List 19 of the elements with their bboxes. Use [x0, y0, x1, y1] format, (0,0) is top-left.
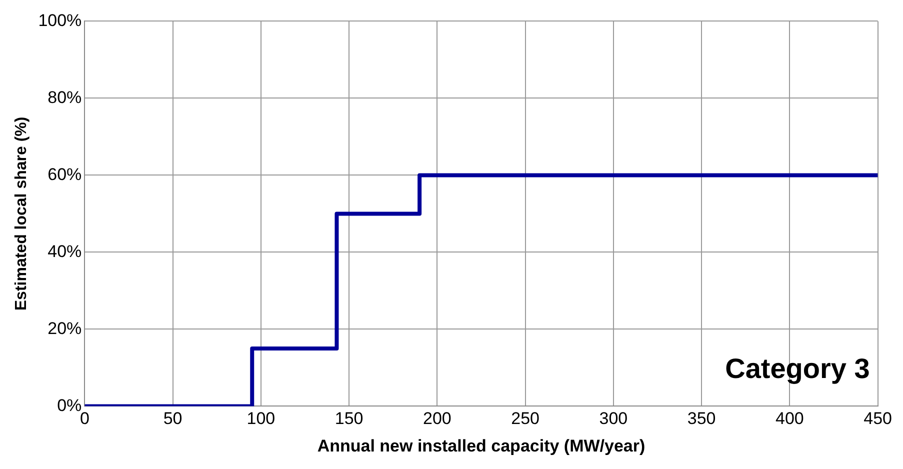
x-tick-label: 0 — [80, 409, 90, 428]
y-axis-title: Estimated local share (%) — [13, 116, 30, 311]
x-tick-label: 100 — [246, 409, 276, 428]
x-tick-label: 200 — [423, 409, 452, 428]
y-tick-label: 0% — [57, 396, 82, 415]
x-tick-label: 50 — [163, 409, 182, 428]
y-tick-label: 60% — [48, 164, 82, 184]
y-tick-label: 100% — [38, 10, 82, 30]
x-tick-label: 150 — [334, 409, 364, 428]
x-tick-label: 450 — [864, 409, 892, 428]
x-axis-title: Annual new installed capacity (MW/year) — [317, 436, 646, 456]
y-tick-label: 40% — [48, 242, 82, 261]
x-tick-label: 400 — [776, 409, 804, 428]
x-tick-label: 350 — [687, 409, 716, 428]
y-tick-label: 20% — [48, 318, 82, 338]
y-tick-label: 80% — [48, 88, 82, 107]
x-tick-label: 250 — [511, 409, 540, 428]
annotation: Category 3 — [725, 352, 870, 384]
x-tick-label: 300 — [599, 409, 628, 428]
